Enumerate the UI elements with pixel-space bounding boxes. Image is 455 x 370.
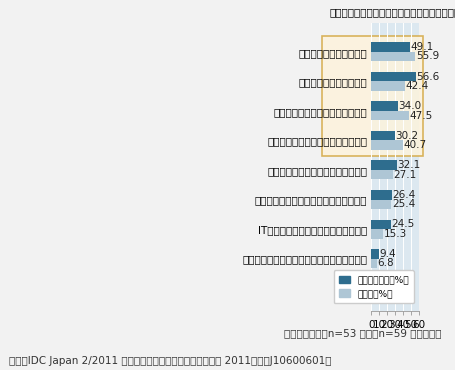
Bar (371, 229, 384, 239)
Bar (371, 111, 409, 120)
Text: 3.8: 3.8 (375, 279, 391, 289)
Text: 25.4: 25.4 (392, 199, 415, 209)
Bar (371, 220, 391, 229)
Text: 6.8: 6.8 (377, 258, 394, 268)
Text: 55.9: 55.9 (416, 51, 439, 61)
Bar (371, 161, 397, 170)
Text: 32.1: 32.1 (397, 160, 420, 170)
Title: 従業員規模別バックアップ統合で得られた効果: 従業員規模別バックアップ統合で得られた効果 (329, 7, 455, 17)
Bar (371, 42, 410, 52)
Text: 0.0: 0.0 (372, 288, 388, 298)
Text: 42.4: 42.4 (405, 81, 429, 91)
Bar (371, 72, 416, 81)
Text: 47.5: 47.5 (409, 111, 432, 121)
Bar (371, 52, 415, 61)
Bar (371, 249, 379, 259)
Legend: 中堅中小企業（%）, 大企業（%）: 中堅中小企業（%）, 大企業（%） (334, 270, 414, 303)
Text: 9.4: 9.4 (379, 249, 396, 259)
Bar (371, 190, 392, 199)
Text: 27.1: 27.1 (393, 170, 416, 180)
Bar (371, 140, 404, 150)
Text: （中堅中小企業n=53 大企業n=59 複数回答）: （中堅中小企業n=53 大企業n=59 複数回答） (284, 329, 441, 339)
Text: 49.1: 49.1 (410, 42, 434, 52)
Bar (371, 199, 391, 209)
Text: 56.6: 56.6 (416, 71, 440, 81)
Text: 26.4: 26.4 (393, 190, 416, 200)
Text: 30.2: 30.2 (395, 131, 419, 141)
Text: 15.3: 15.3 (384, 229, 407, 239)
Text: 34.0: 34.0 (399, 101, 422, 111)
Bar (371, 131, 395, 140)
Bar (371, 170, 393, 179)
Text: 出典：IDC Japan 2/2011 国内企業のストレージ利用実態調査 2011年版（J10600601）: 出典：IDC Japan 2/2011 国内企業のストレージ利用実態調査 201… (9, 356, 332, 366)
Bar (371, 259, 377, 268)
Bar (371, 279, 374, 288)
FancyBboxPatch shape (323, 36, 423, 156)
Text: 40.7: 40.7 (404, 140, 427, 150)
Bar (371, 101, 398, 111)
Text: 24.5: 24.5 (391, 219, 415, 229)
Bar (371, 81, 405, 91)
